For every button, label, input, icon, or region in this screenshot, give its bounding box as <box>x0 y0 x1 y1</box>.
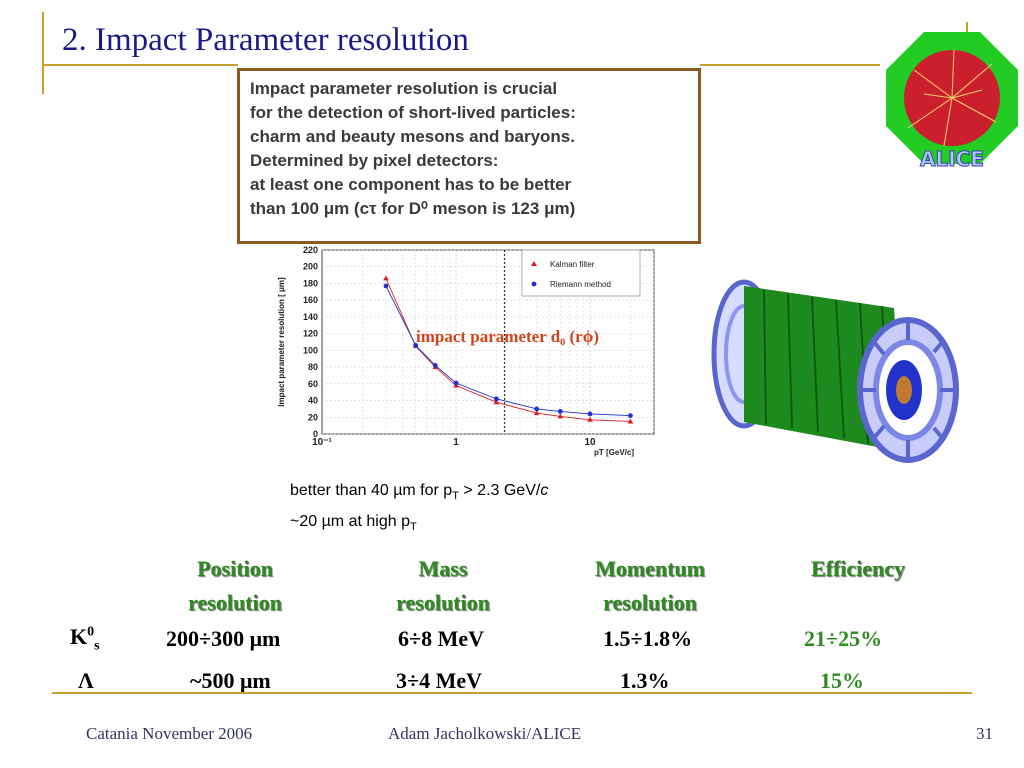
row-lambda-position: ~500 μm <box>190 668 271 693</box>
row-k0s-mass: 6÷8 MeV <box>398 626 484 651</box>
info-line: than 100 μm (cτ for D⁰ meson is 123 μm) <box>250 199 576 218</box>
y-tick-label: 80 <box>308 362 318 372</box>
y-tick-label: 160 <box>303 295 318 305</box>
row-lambda-mass: 3÷4 MeV <box>396 668 482 693</box>
info-line: for the detection of short-lived particl… <box>250 103 576 122</box>
logo-tracks <box>907 49 997 147</box>
data-point <box>533 410 540 416</box>
header-momentum: Momentum resolution <box>595 556 705 615</box>
row-lambda-momentum: 1.3% <box>620 668 670 693</box>
plot-caption: better than 40 µm for pT > 2.3 GeV/c ~20… <box>290 478 548 540</box>
row-k0s-particle: K0s <box>70 624 100 654</box>
table-bottom-rule <box>52 692 972 694</box>
slide-number: 31 <box>976 724 993 743</box>
legend-label: Riemann method <box>550 280 611 289</box>
info-box: Impact parameter resolution is crucial f… <box>237 68 701 244</box>
info-line: at least one component has to be better <box>250 175 572 194</box>
y-tick-label: 60 <box>308 379 318 389</box>
x-tick-label: 10 <box>584 437 596 448</box>
row-k0s-position: 200÷300 μm <box>166 626 281 651</box>
title-underline-right <box>700 64 880 66</box>
y-tick-label: 0 <box>313 429 318 439</box>
data-point <box>557 413 564 419</box>
data-point <box>493 399 500 405</box>
left-accent-line <box>42 12 44 94</box>
info-line: charm and beauty mesons and baryons. <box>250 127 575 146</box>
y-tick-label: 220 <box>303 245 318 255</box>
y-tick-label: 200 <box>303 262 318 272</box>
alice-logo: ALICE <box>886 32 1018 170</box>
y-axis-label: Impact parameter resolution [ μm] <box>277 277 286 407</box>
data-point <box>557 409 563 414</box>
y-tick-label: 100 <box>303 345 318 355</box>
y-tick-label: 140 <box>303 312 318 322</box>
y-tick-label: 20 <box>308 412 318 422</box>
y-tick-label: 120 <box>303 329 318 339</box>
data-point <box>534 406 540 412</box>
data-point <box>453 380 459 386</box>
row-lambda-particle: Λ <box>78 668 94 693</box>
caption-line-1: better than 40 µm for pT > 2.3 GeV/c <box>290 482 549 503</box>
y-tick-label: 40 <box>308 396 318 406</box>
row-lambda-efficiency: 15% <box>820 668 864 693</box>
caption-line-2: ~20 µm at high pT <box>290 513 417 534</box>
pixel-detector-image <box>711 279 959 463</box>
row-k0s-momentum: 1.5÷1.8% <box>603 626 693 651</box>
header-efficiency: Efficiency <box>810 556 906 581</box>
x-axis-label: pT [GeV/c] <box>594 448 634 457</box>
title-underline <box>42 64 238 66</box>
info-line: Determined by pixel detectors: <box>250 151 499 170</box>
info-line: Impact parameter resolution is crucial <box>250 79 558 98</box>
x-tick-label: 1 <box>453 437 459 448</box>
data-point <box>383 283 389 289</box>
data-point <box>627 413 633 418</box>
data-point <box>587 411 593 417</box>
x-tick-label: 10⁻¹ <box>312 437 332 448</box>
footer-center: Adam Jacholkowski/ALICE <box>388 724 582 743</box>
impact-parameter-chart: 0 20 40 60 80 100 120 140 160 180 200 220 10⁻¹ 1 10pT … <box>277 245 655 457</box>
slide-title: 2. Impact Parameter resolution <box>62 22 469 58</box>
footer-left: Catania November 2006 <box>86 724 253 743</box>
data-point <box>627 418 634 424</box>
header-mass: Mass resolution <box>396 556 490 615</box>
header-position: Position resolution <box>188 556 282 615</box>
legend-label: Kalman filter <box>550 260 595 269</box>
logo-text: ALICE <box>920 147 984 170</box>
data-point <box>432 363 438 368</box>
legend-marker <box>531 281 537 287</box>
data-point <box>493 396 499 402</box>
legend-box <box>521 249 641 297</box>
data-point <box>383 275 389 281</box>
plot-annotation: impact parameter d₀ (rϕ) <box>416 327 599 346</box>
legend-marker <box>531 261 537 266</box>
data-point <box>587 416 593 422</box>
row-k0s-efficiency: 21÷25% <box>804 626 883 651</box>
y-tick-label: 180 <box>303 278 318 288</box>
data-point <box>413 342 419 348</box>
